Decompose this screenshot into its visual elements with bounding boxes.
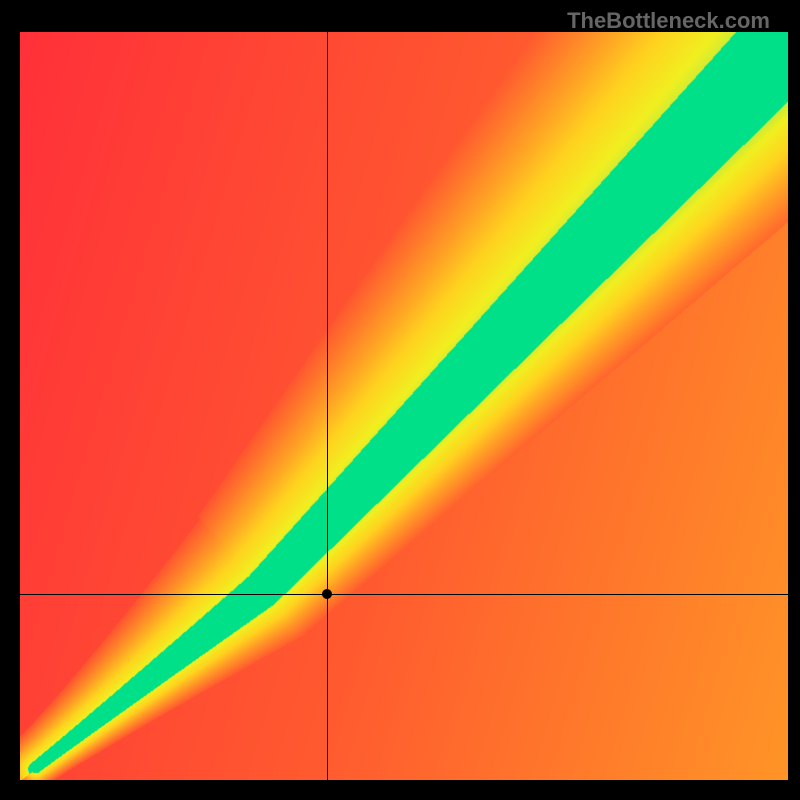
plot-area: [20, 32, 788, 780]
watermark-text: TheBottleneck.com: [567, 8, 770, 34]
crosshair-vertical: [327, 32, 328, 780]
chart-container: TheBottleneck.com: [0, 0, 800, 800]
marker-dot: [322, 589, 332, 599]
crosshair-horizontal: [20, 594, 788, 595]
heatmap-canvas: [20, 32, 788, 780]
